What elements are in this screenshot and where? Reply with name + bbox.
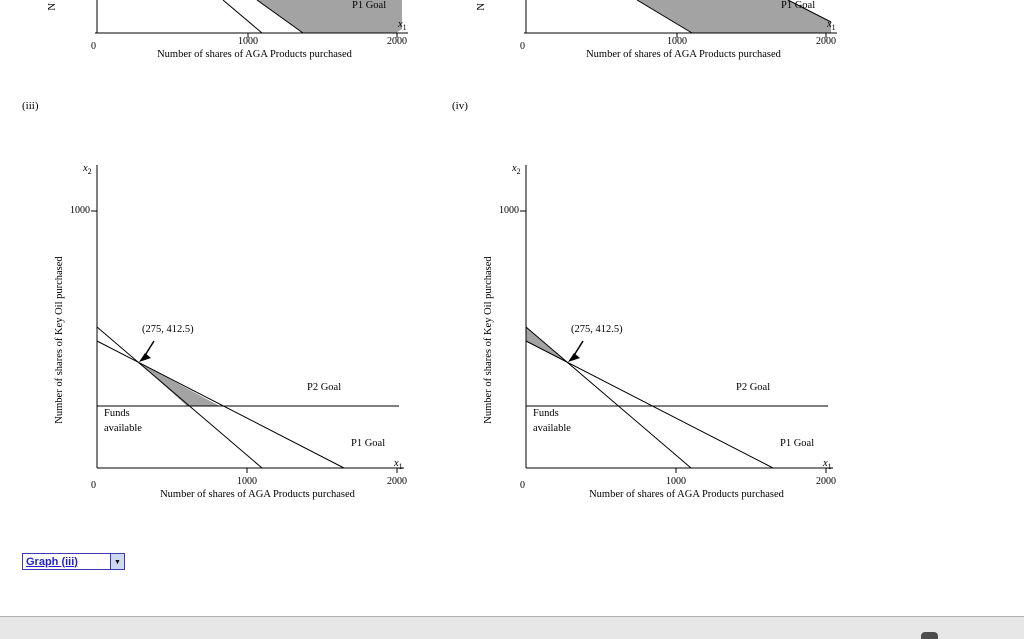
x-tick-label-2000: 2000 <box>816 476 836 487</box>
annotation-arrow-head <box>139 353 151 362</box>
constraint-line <box>787 0 832 23</box>
p1-goal-line <box>96 340 345 469</box>
x-tick-label-2000: 2000 <box>816 36 836 47</box>
shaded-region <box>637 0 831 33</box>
annotation-arrow-head <box>568 353 580 362</box>
intersection-annotation: (275, 412.5) <box>142 324 194 335</box>
graph-answer-select-value[interactable]: Graph (iii) <box>26 555 78 568</box>
x-tick-label-2000: 2000 <box>387 36 407 47</box>
funds-available-label-line1: Funds <box>104 408 130 419</box>
constraint-line <box>636 0 693 34</box>
chart-iv-canvas <box>520 165 833 473</box>
p2-goal-label: P2 Goal <box>736 382 771 393</box>
y-axis-caption-partial: N <box>47 2 59 11</box>
p1-goal-label: P1 Goal <box>780 438 815 449</box>
shaded-region <box>138 362 220 406</box>
bottom-status-bar <box>0 616 1024 639</box>
taskbar-item-partial <box>921 632 938 639</box>
chart-ii-canvas <box>524 0 837 38</box>
y-tick-label-1000: 1000 <box>499 205 519 216</box>
origin-label: 0 <box>91 41 96 52</box>
panel-label-iv: (iv) <box>452 100 468 112</box>
chart-iii-canvas <box>91 165 404 473</box>
y-tick-label-1000: 1000 <box>70 205 90 216</box>
p2-goal-label: P2 Goal <box>307 382 342 393</box>
funds-available-line <box>525 326 692 469</box>
x2-axis-variable: x2 <box>83 163 92 177</box>
x1-axis-variable: x1 <box>398 19 407 33</box>
y-axis-caption: Number of shares of Key Oil purchased <box>483 256 495 424</box>
constraint-line <box>256 0 304 34</box>
x-tick-label-1000: 1000 <box>238 36 258 47</box>
p1-goal-label: P1 Goal <box>351 438 386 449</box>
chevron-down-icon[interactable]: ▼ <box>110 554 124 569</box>
funds-available-label-line2: available <box>533 423 571 434</box>
x-tick-label-2000: 2000 <box>387 476 407 487</box>
x-tick-label-1000: 1000 <box>666 476 686 487</box>
x-tick-label-1000: 1000 <box>667 36 687 47</box>
x-axis-caption: Number of shares of AGA Products purchas… <box>160 489 355 500</box>
y-axis-caption-partial: N <box>476 2 488 11</box>
x-axis-caption: Number of shares of AGA Products purchas… <box>589 489 784 500</box>
x2-axis-variable: x2 <box>512 163 521 177</box>
origin-label: 0 <box>520 41 525 52</box>
shaded-region <box>257 0 402 33</box>
y-axis-caption: Number of shares of Key Oil purchased <box>54 256 66 424</box>
origin-label: 0 <box>91 480 96 491</box>
x-axis-caption: Number of shares of AGA Products purchas… <box>586 49 781 60</box>
funds-available-label-line1: Funds <box>533 408 559 419</box>
intersection-annotation: (275, 412.5) <box>571 324 623 335</box>
origin-label: 0 <box>520 480 525 491</box>
chart-i-canvas <box>95 0 408 38</box>
constraint-line <box>222 0 263 34</box>
funds-available-label-line2: available <box>104 423 142 434</box>
p1-goal-line <box>525 340 774 469</box>
x1-axis-variable: x1 <box>823 458 832 472</box>
p1-goal-label: P1 Goal <box>781 0 816 11</box>
x-axis-caption: Number of shares of AGA Products purchas… <box>157 49 352 60</box>
x-tick-label-1000: 1000 <box>237 476 257 487</box>
panel-label-iii: (iii) <box>22 100 39 112</box>
funds-available-line <box>96 326 263 469</box>
p1-goal-label: P1 Goal <box>352 0 387 11</box>
x1-axis-variable: x1 <box>827 19 836 33</box>
graph-answer-select[interactable]: Graph (iii) ▼ <box>22 553 125 570</box>
x1-axis-variable: x1 <box>394 458 403 472</box>
